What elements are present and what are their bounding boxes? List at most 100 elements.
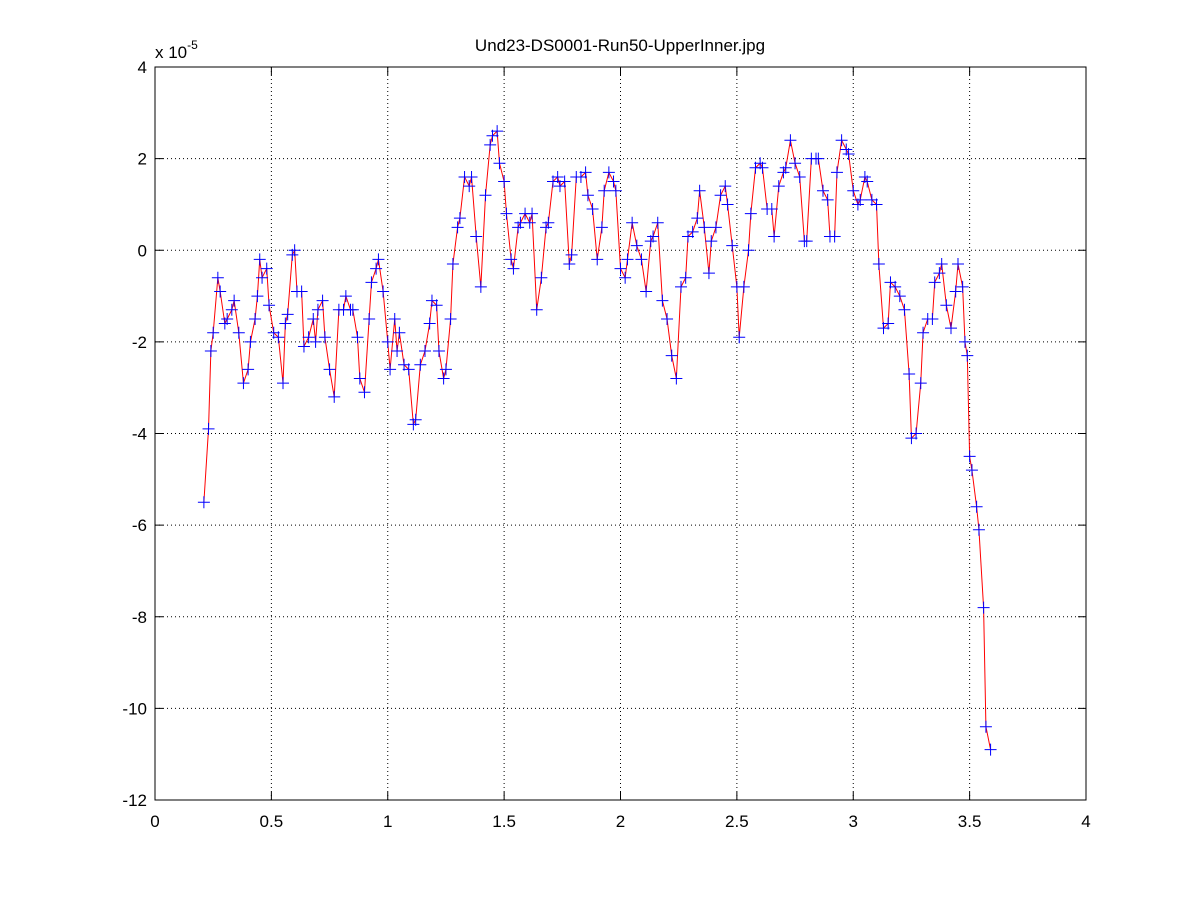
data-marker: [381, 335, 394, 348]
data-marker: [768, 230, 781, 243]
data-marker: [940, 299, 953, 312]
data-marker: [972, 523, 985, 536]
data-marker: [393, 326, 406, 339]
data-marker: [221, 312, 234, 325]
x-tick-label: 3: [849, 812, 858, 831]
data-marker: [358, 386, 371, 399]
data-marker: [905, 432, 918, 445]
data-marker: [675, 280, 688, 293]
data-marker: [926, 312, 939, 325]
data-marker: [858, 170, 871, 183]
data-marker: [237, 377, 250, 390]
data-marker: [779, 161, 792, 174]
data-marker: [409, 413, 422, 426]
x-tick-label: 1: [383, 812, 392, 831]
data-marker: [418, 345, 431, 358]
data-marker: [453, 212, 466, 225]
data-marker: [402, 363, 415, 376]
data-marker: [260, 262, 273, 275]
y-tick-label: 4: [138, 58, 147, 77]
data-marker: [547, 175, 560, 188]
data-marker: [686, 225, 699, 238]
data-marker: [777, 166, 790, 179]
data-marker: [372, 253, 385, 266]
data-marker: [958, 335, 971, 348]
data-marker: [272, 331, 285, 344]
data-marker: [744, 207, 757, 220]
data-marker: [800, 235, 813, 248]
data-marker: [656, 294, 669, 307]
data-marker: [328, 390, 341, 403]
data-marker: [877, 322, 890, 335]
data-marker: [202, 422, 215, 435]
chart-title: Und23-DS0001-Run50-UpperInner.jpg: [475, 36, 765, 55]
data-marker: [970, 500, 983, 513]
data-marker: [414, 358, 427, 371]
data-marker: [626, 216, 639, 229]
data-marker: [984, 743, 997, 756]
x-tick-label: 0: [150, 812, 159, 831]
data-marker: [512, 221, 525, 234]
data-marker: [423, 317, 436, 330]
data-marker: [214, 285, 227, 298]
data-marker: [218, 317, 231, 330]
data-marker: [861, 175, 874, 188]
data-line: [203, 130, 992, 750]
data-marker: [204, 345, 217, 358]
data-marker: [507, 262, 520, 275]
data-marker: [614, 262, 627, 275]
data-marker: [847, 184, 860, 197]
data-marker: [444, 312, 457, 325]
data-marker: [619, 271, 632, 284]
data-marker: [370, 262, 383, 275]
data-marker: [530, 303, 543, 316]
data-marker: [565, 248, 578, 261]
y-tick-label: -12: [122, 791, 147, 810]
data-marker: [965, 464, 978, 477]
data-marker: [470, 230, 483, 243]
data-marker: [910, 427, 923, 440]
data-marker: [945, 322, 958, 335]
data-marker: [242, 363, 255, 376]
data-marker: [297, 340, 310, 353]
data-marker: [365, 276, 378, 289]
data-marker: [789, 157, 802, 170]
data-marker: [425, 294, 438, 307]
data-marker: [318, 331, 331, 344]
data-marker: [267, 326, 280, 339]
data-marker: [437, 372, 450, 385]
data-marker: [828, 230, 841, 243]
data-marker: [835, 134, 848, 147]
data-marker: [705, 235, 718, 248]
data-marker: [591, 253, 604, 266]
data-marker: [542, 216, 555, 229]
data-marker: [486, 129, 499, 142]
data-marker: [249, 312, 262, 325]
data-marker: [691, 212, 704, 225]
data-marker: [742, 244, 755, 257]
data-marker: [491, 125, 504, 138]
data-marker: [854, 193, 867, 206]
data-marker: [630, 239, 643, 252]
y-tick-label: -10: [122, 699, 147, 718]
data-marker: [493, 157, 506, 170]
data-marker: [893, 290, 906, 303]
data-marker: [574, 170, 587, 183]
data-marker: [719, 180, 732, 193]
data-marker: [277, 377, 290, 390]
data-marker: [288, 244, 301, 257]
data-marker: [793, 170, 806, 183]
data-marker: [211, 271, 224, 284]
data-marker: [302, 331, 315, 344]
data-marker: [295, 285, 308, 298]
y-tick-label: -2: [132, 333, 147, 352]
data-marker: [228, 294, 241, 307]
data-marker: [540, 221, 553, 234]
data-marker: [498, 175, 511, 188]
data-marker: [451, 221, 464, 234]
data-marker: [935, 257, 948, 270]
data-marker: [765, 203, 778, 216]
y-tick-label: 2: [138, 150, 147, 169]
